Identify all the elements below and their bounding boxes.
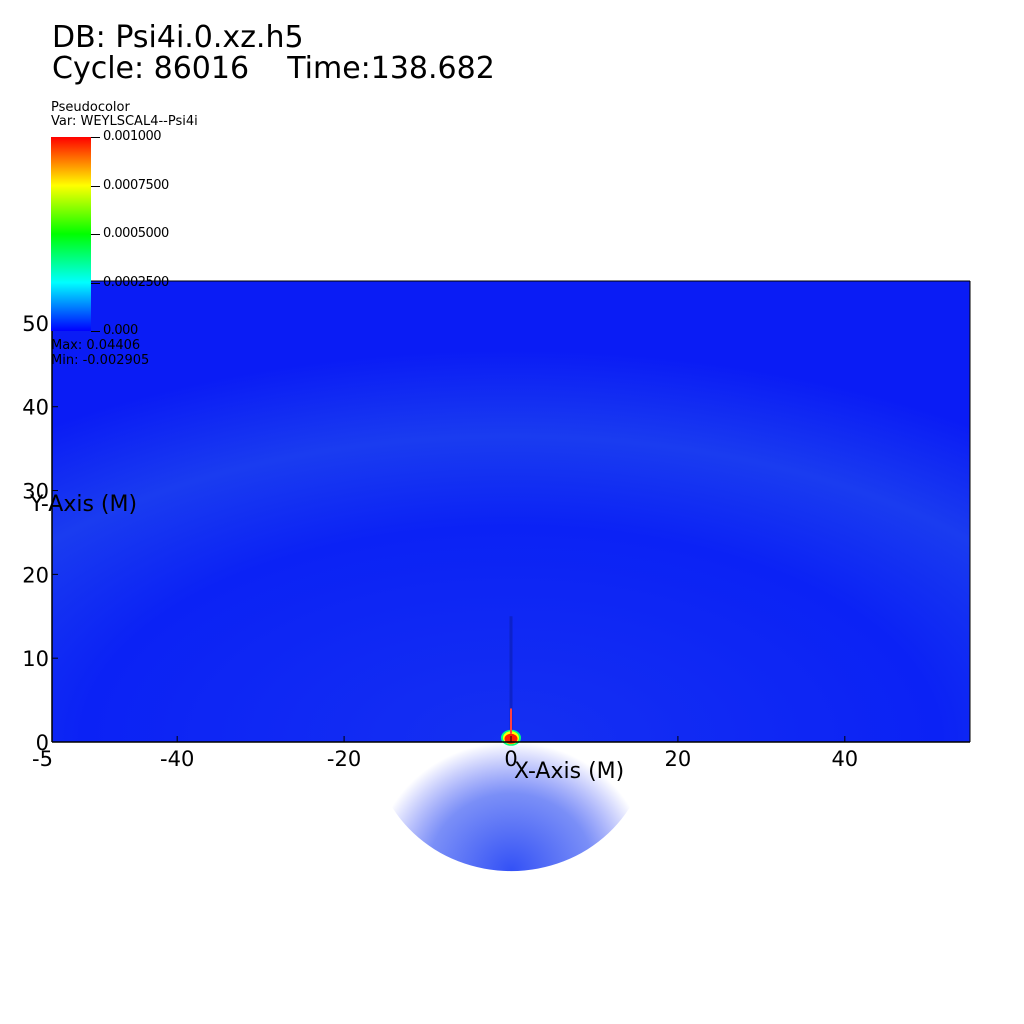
color-legend-bar — [51, 137, 91, 331]
legend-tick-label: 0.0002500 — [103, 274, 169, 290]
x-axis-title: X-Axis (M) — [514, 759, 625, 784]
x-tick-label: -20 — [327, 747, 361, 771]
x-tick-label: 0 — [504, 747, 517, 771]
y-tick-label: 0 — [36, 731, 49, 755]
y-tick-label: 30 — [22, 480, 49, 504]
x-tick-label: 40 — [831, 747, 858, 771]
y-tick-label: 50 — [22, 312, 49, 336]
legend-tick-mark — [91, 137, 100, 138]
legend-tick-label: 0.000 — [103, 323, 138, 338]
y-tick-label: 10 — [22, 647, 49, 671]
legend-tick-label: 0.001000 — [103, 129, 162, 144]
legend-tick-mark — [91, 234, 100, 235]
cycle-label: Cycle: 86016 — [52, 51, 250, 86]
database-title: DB: Psi4i.0.xz.h5 — [52, 20, 304, 55]
legend-tick-mark — [91, 185, 100, 187]
legend-tick-mark — [91, 282, 100, 284]
x-edge-label: -5 — [32, 747, 53, 771]
y-tick-label: 20 — [22, 563, 49, 587]
x-tick-label: -40 — [160, 747, 194, 771]
variable-label: Var: WEYLSCAL4--Psi4i — [51, 114, 198, 129]
y-ticks: 0 10 20 30 40 50 — [22, 312, 58, 755]
legend-tick-mark — [91, 331, 100, 332]
y-axis-title: Y-Axis (M) — [30, 492, 138, 517]
legend-tick-label: 0.0005000 — [103, 226, 169, 241]
cycle-time-line: Cycle: 86016 Time:138.682 — [52, 53, 495, 85]
min-label: Min: -0.002905 — [51, 353, 150, 368]
time-label: Time:138.682 — [287, 51, 495, 86]
y-tick-label: 40 — [22, 396, 49, 420]
plot-type-label: Pseudocolor — [51, 100, 130, 115]
x-tick-label: 20 — [665, 747, 692, 771]
max-label: Max: 0.04406 — [51, 338, 141, 353]
x-ticks: -40 -20 0 20 40 -5 — [32, 736, 858, 771]
legend-tick-label: 0.0007500 — [103, 177, 169, 193]
